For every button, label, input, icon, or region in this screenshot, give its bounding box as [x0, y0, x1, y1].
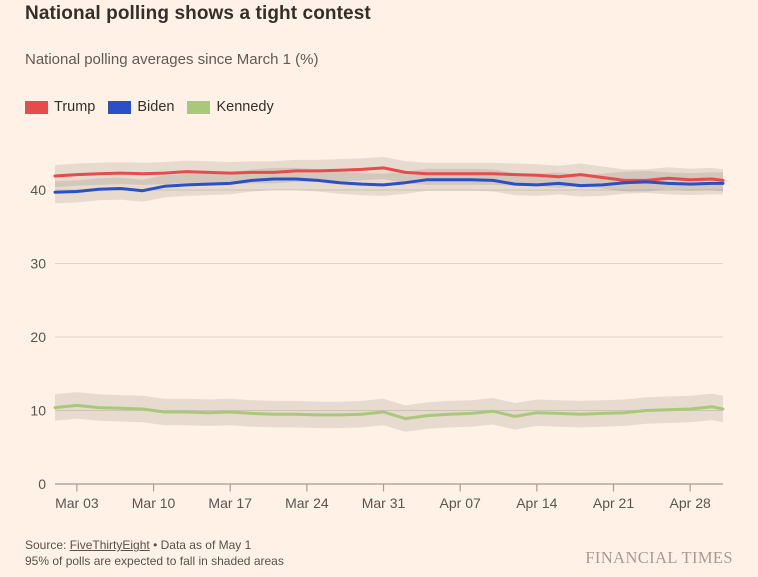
x-axis-label: Apr 14 [516, 495, 557, 511]
biden-swatch [108, 100, 132, 114]
x-axis-label: Mar 31 [362, 495, 406, 511]
x-axis-label: Mar 24 [285, 495, 329, 511]
band-note: 95% of polls are expected to fall in sha… [25, 554, 284, 568]
y-axis-label-30: 30 [30, 256, 46, 272]
source-link[interactable]: FiveThirtyEight [69, 538, 150, 552]
series-line-kennedy [53, 403, 725, 421]
chart-subtitle: National polling averages since March 1 … [25, 51, 319, 68]
series-line-trump [53, 166, 725, 182]
source-line: Source: FiveThirtyEight • Data as of May… [25, 537, 284, 553]
trump-swatch [25, 100, 48, 114]
x-axis-label: Apr 07 [440, 495, 481, 511]
y-axis-label-20: 20 [30, 329, 46, 345]
chart-area: 0 10 20 30 40 Mar 03 Mar 10 Mar 17 Mar 24 Mar 31 A… [0, 130, 758, 517]
chart-footer: Source: FiveThirtyEight • Data as of May… [25, 537, 284, 569]
series-line-biden [53, 177, 725, 194]
legend-item-trump: Trump [25, 99, 95, 115]
chart-title: National polling shows a tight contest [25, 3, 371, 24]
x-axis-label: Apr 21 [593, 495, 634, 511]
source-prefix: Source: [25, 538, 70, 552]
legend-item-kennedy: Kennedy [187, 99, 274, 115]
legend-label-kennedy: Kennedy [216, 99, 274, 115]
x-axis-label: Mar 10 [132, 495, 176, 511]
source-suffix: • Data as of May 1 [149, 538, 252, 552]
financial-times-wordmark: FINANCIAL TIMES [585, 548, 733, 567]
y-axis-label-0: 0 [38, 476, 46, 492]
y-axis-label-40: 40 [30, 182, 46, 198]
legend-item-biden: Biden [108, 99, 174, 115]
kennedy-swatch [187, 100, 211, 114]
x-axis-label: Mar 17 [208, 495, 252, 511]
y-axis-label-10: 10 [30, 403, 46, 419]
x-axis-label: Mar 03 [55, 495, 99, 511]
confidence-band-kennedy [55, 392, 723, 432]
x-axis-label: Apr 28 [670, 495, 711, 511]
polling-line-chart: 0 10 20 30 40 Mar 03 Mar 10 Mar 17 Mar 24 Mar 31 A… [30, 156, 725, 511]
legend-label-biden: Biden [137, 99, 175, 115]
legend: Trump Biden Kennedy [25, 99, 274, 115]
legend-label-trump: Trump [54, 99, 96, 115]
